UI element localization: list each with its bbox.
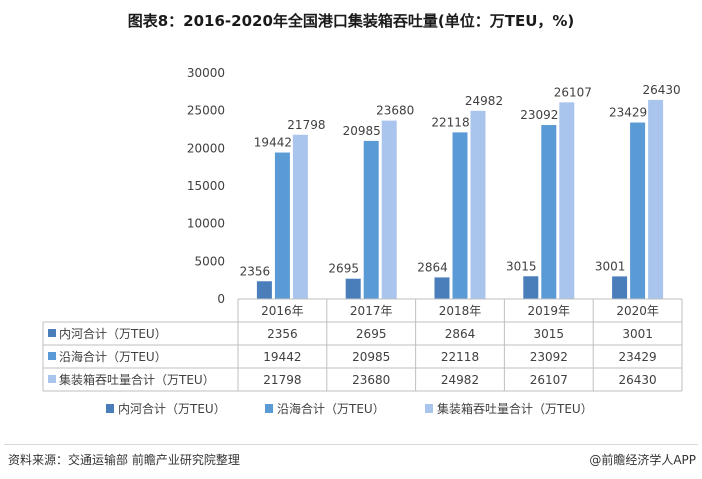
table-cell: 23092 <box>530 350 568 364</box>
table-cell: 2864 <box>445 327 476 341</box>
data-label: 19442 <box>254 136 292 150</box>
table-cell: 2695 <box>356 327 387 341</box>
bar <box>612 276 628 299</box>
legend-key <box>425 404 433 413</box>
bar <box>452 132 468 299</box>
chart-title: 图表8：2016-2020年全国港口集装箱吞吐量(单位：万TEU，%) <box>127 12 575 30</box>
data-label: 22118 <box>431 115 469 129</box>
legend-label: 内河合计（万TEU） <box>118 401 226 416</box>
legend-key <box>265 404 273 413</box>
legend: 内河合计（万TEU） 沿海合计（万TEU） 集装箱吞吐量合计（万TEU） <box>106 401 593 416</box>
category-label: 2019年 <box>528 304 571 318</box>
data-label: 26107 <box>554 85 592 99</box>
table-cell: 2356 <box>267 327 298 341</box>
data-label: 3001 <box>595 259 626 273</box>
data-label: 23429 <box>609 106 647 120</box>
bar <box>559 102 575 299</box>
legend-key <box>106 404 114 413</box>
source-note: 资料来源：交通运输部 前瞻产业研究院整理 <box>8 453 240 467</box>
table-cell: 26430 <box>619 373 657 387</box>
table-cell: 3001 <box>622 327 653 341</box>
bars-group: 2356 19442 21798 2695 20985 23680 2864 22118 249… <box>240 83 681 300</box>
table-cell: 21798 <box>263 373 301 387</box>
bar <box>470 110 486 299</box>
data-label: 2695 <box>328 262 359 276</box>
bar <box>381 120 397 300</box>
footer-divider <box>4 444 698 445</box>
row-label: 内河合计（万TEU） <box>59 326 167 341</box>
bar <box>541 125 557 299</box>
data-label: 26430 <box>643 83 681 97</box>
legend-label: 沿海合计（万TEU） <box>277 401 385 416</box>
bar <box>292 134 308 299</box>
data-label: 20985 <box>343 124 381 138</box>
category-label: 2017年 <box>350 304 393 318</box>
y-tick-label: 10000 <box>187 217 225 231</box>
category-label: 2016年 <box>261 304 304 318</box>
data-label: 24982 <box>465 94 503 108</box>
y-tick-label: 30000 <box>187 66 225 80</box>
table-cell: 23429 <box>619 350 657 364</box>
data-label: 23680 <box>376 104 414 118</box>
table-cell: 3015 <box>534 327 565 341</box>
bar <box>256 281 272 299</box>
row-label: 集装箱吞吐量合计（万TEU） <box>59 372 215 387</box>
category-label: 2018年 <box>439 304 482 318</box>
row-label: 沿海合计（万TEU） <box>59 349 167 364</box>
category-label: 2020年 <box>616 304 659 318</box>
y-tick-label: 5000 <box>194 254 225 268</box>
row-legend-key <box>48 329 56 337</box>
table-cell: 23680 <box>352 373 390 387</box>
table-cell: 26107 <box>530 373 568 387</box>
bar <box>274 152 290 299</box>
y-tick-label: 15000 <box>187 179 225 193</box>
y-tick-label: 25000 <box>187 104 225 118</box>
y-axis: 0 5000 10000 15000 20000 25000 30000 <box>187 66 225 306</box>
row-legend-key <box>48 352 56 360</box>
data-label: 3015 <box>506 259 537 273</box>
table-cell: 22118 <box>441 350 479 364</box>
y-tick-label: 0 <box>217 292 225 306</box>
y-tick-label: 20000 <box>187 141 225 155</box>
bar <box>648 99 664 299</box>
brand-credit: @前瞻经济学人APP <box>589 453 696 467</box>
bar <box>434 277 450 299</box>
table-cell: 19442 <box>263 350 301 364</box>
bar <box>363 140 379 299</box>
bar <box>523 276 539 299</box>
bar <box>630 122 646 300</box>
data-label: 21798 <box>287 118 325 132</box>
bar <box>345 278 361 299</box>
data-label: 23092 <box>520 108 558 122</box>
data-label: 2356 <box>240 264 271 278</box>
row-legend-key <box>48 375 56 383</box>
data-label: 2864 <box>417 260 448 274</box>
legend-label: 集装箱吞吐量合计（万TEU） <box>437 401 593 416</box>
table-cell: 20985 <box>352 350 390 364</box>
table-cell: 24982 <box>441 373 479 387</box>
